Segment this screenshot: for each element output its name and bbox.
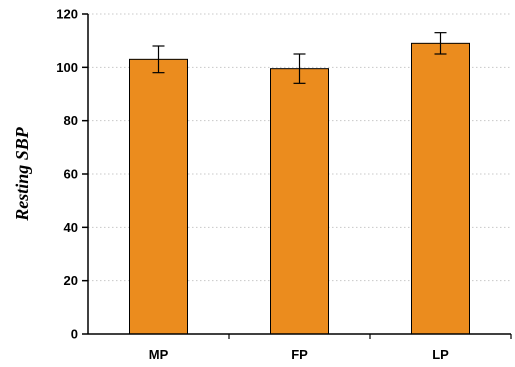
y-tick-label: 80 — [64, 113, 78, 128]
y-tick-label: 0 — [71, 327, 78, 342]
y-axis-title: Resting SBP — [12, 126, 32, 222]
x-tick-label: LP — [432, 347, 449, 362]
x-ticks-group: MP FP LP — [149, 334, 512, 362]
error-bars-group — [152, 32, 447, 84]
x-tick-label: MP — [149, 347, 169, 362]
y-tick-label: 20 — [64, 273, 78, 288]
y-tick-label: 60 — [64, 167, 78, 182]
bar-mp — [129, 58, 188, 335]
bars-group — [129, 42, 470, 335]
y-tick-label: 120 — [56, 7, 78, 22]
bar-lp — [411, 42, 470, 335]
y-tick-label: 40 — [64, 220, 78, 235]
y-tick-label: 100 — [56, 60, 78, 75]
y-ticks-group: 0 20 40 60 80 100 120 — [56, 7, 88, 342]
bar-fp — [270, 68, 329, 335]
x-tick-label: FP — [291, 347, 308, 362]
